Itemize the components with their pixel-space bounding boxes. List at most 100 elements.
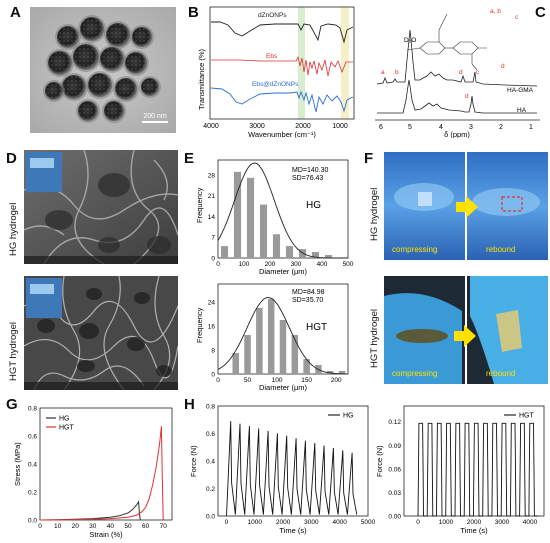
strain-xtick: 20: [72, 523, 80, 530]
nanoparticle-micrograph: 200 nm: [30, 7, 176, 133]
nanoparticle: [115, 78, 137, 100]
histogram-bar: [233, 171, 242, 258]
legend-ebs: Ebs: [266, 53, 278, 60]
ftir-xticks: 4000 3000 2000 1000: [203, 123, 348, 130]
nanoparticle: [100, 47, 124, 71]
stress-strain-frame: [39, 407, 173, 521]
row-label-hg: HG hydrogel: [369, 187, 380, 241]
nanoparticle: [104, 101, 124, 121]
force-ytick: 0.12: [388, 419, 401, 426]
histogram-xlabel: Diameter (μm): [259, 383, 308, 392]
legend-label: HG: [59, 416, 70, 423]
nmr-xtick: 2: [499, 124, 503, 131]
nmr-line-ha-gma: [376, 29, 538, 87]
panel-label-a: A: [10, 4, 21, 21]
legend-label: HG: [343, 413, 354, 420]
ftir-xlabel: Wavenumber (cm⁻¹): [248, 130, 316, 138]
histogram-bar: [311, 252, 320, 258]
histogram-bar: [246, 177, 255, 258]
solvent-label: D₂O: [404, 37, 416, 44]
nmr-xlabel: δ (ppm): [444, 130, 470, 138]
gaussian-fit-line: [217, 297, 348, 375]
nanoparticle: [141, 78, 159, 96]
stress-ytick: 0.6: [28, 434, 37, 441]
peak-label-c-top: c: [515, 14, 519, 21]
force-frame: [403, 405, 545, 517]
nanoparticle: [62, 75, 86, 99]
panel-label-f: F: [364, 150, 374, 167]
ftir-line-ebs-dznonps: [210, 87, 354, 113]
nanoparticle: [88, 73, 112, 97]
histogram-bar: [291, 335, 299, 374]
histogram-bar: [259, 204, 268, 258]
stress-ytick: 0.4: [28, 462, 37, 469]
nmr-line-ha: [377, 79, 537, 114]
ftir-line-dznonps: [211, 21, 354, 44]
ftir-ylabel: Transmittance (%): [197, 49, 206, 110]
caption-compressing: compressing: [392, 369, 437, 378]
peak-label-c: c: [476, 69, 480, 76]
histogram-ytick: 0: [211, 372, 215, 379]
histogram-bar: [256, 308, 263, 374]
ftir-line-ebs: [211, 55, 353, 77]
panel-label-b: B: [188, 4, 199, 21]
ftir-chart: dZnONPs Ebs Ebs@dZnONPs Transmittance (%…: [197, 6, 355, 138]
ftir-xtick: 1000: [332, 123, 348, 130]
histogram-frame: [217, 159, 349, 259]
histogram-bar: [298, 249, 307, 258]
histogram-stat-md: MD=84.98: [292, 289, 325, 296]
time-xtick: 0: [416, 519, 420, 526]
histogram-bar: [272, 234, 281, 258]
time-xtick: 2000: [276, 519, 291, 526]
force-ytick: 0.4: [206, 459, 215, 466]
force-ytick: 0.8: [206, 404, 215, 411]
histogram-ylabel: Frequency: [195, 307, 204, 343]
panel-e: E 0 7 14 21 28 0 100 200 300 400 500 Diameter (μm) F…: [182, 148, 360, 394]
panel-label-c: C: [535, 4, 546, 21]
force-ylabel: Force (N): [375, 445, 384, 477]
histogram-xtick: 300: [291, 261, 302, 268]
panel-a: A 200 nm: [0, 0, 180, 138]
strain-xtick: 70: [160, 523, 168, 530]
peak-label-d-top: d: [501, 63, 505, 70]
histogram-xtick: 100: [272, 377, 283, 384]
histogram-bar: [303, 359, 310, 374]
panel-c: C a, b c d D₂O a b d c HA-GMA d HA 6 5 4…: [365, 0, 550, 138]
histogram-xtick: 0: [216, 377, 220, 384]
force-ytick: 0.0: [206, 514, 215, 521]
histogram-xtick: 200: [331, 377, 342, 384]
time-xtick: 3000: [495, 519, 510, 526]
nanoparticle: [78, 101, 98, 121]
stress-ylabel: Stress (MPa): [13, 442, 22, 486]
histogram-bar: [338, 371, 346, 374]
histogram-ytick: 24: [208, 300, 216, 307]
histogram-stat-md: MD=140.30: [292, 167, 328, 174]
nanoparticle: [132, 27, 152, 47]
panel-label-e: E: [184, 150, 195, 167]
strain-xtick: 60: [142, 523, 150, 530]
panel-label-d: D: [6, 150, 17, 167]
histogram-ytick: 14: [208, 214, 216, 221]
ftir-xtick: 2000: [295, 123, 311, 130]
force-ytick: 0.2: [206, 486, 215, 493]
nmr-xtick: 6: [379, 124, 383, 131]
cyclic-force-charts: 0.0 0.2 0.4 0.6 0.8 0 1000 2000 3000 4000 5000 Time…: [189, 404, 545, 535]
panel-h: H 0.0 0.2 0.4 0.6 0.8 0 1000 2000 3000 4000 5000 Ti…: [182, 394, 550, 543]
force-frame: [217, 405, 369, 517]
histogram-bar: [220, 246, 229, 258]
histogram-stat-sd: SD=35.70: [292, 297, 323, 304]
histogram-ytick: 8: [211, 348, 215, 355]
histogram-ytick: 28: [208, 172, 216, 179]
time-xtick: 3000: [304, 519, 319, 526]
time-xlabel: Time (s): [460, 526, 488, 535]
time-xtick: 0: [225, 519, 229, 526]
histogram-xtick: 100: [239, 261, 250, 268]
nanoparticle: [48, 51, 72, 75]
ftir-xtick: 4000: [203, 123, 219, 130]
force-line-hg: [226, 421, 358, 517]
time-xtick: 4000: [523, 519, 538, 526]
histogram-title: HG: [306, 200, 321, 211]
histogram-title: HGT: [306, 322, 327, 333]
time-xtick: 5000: [361, 519, 376, 526]
